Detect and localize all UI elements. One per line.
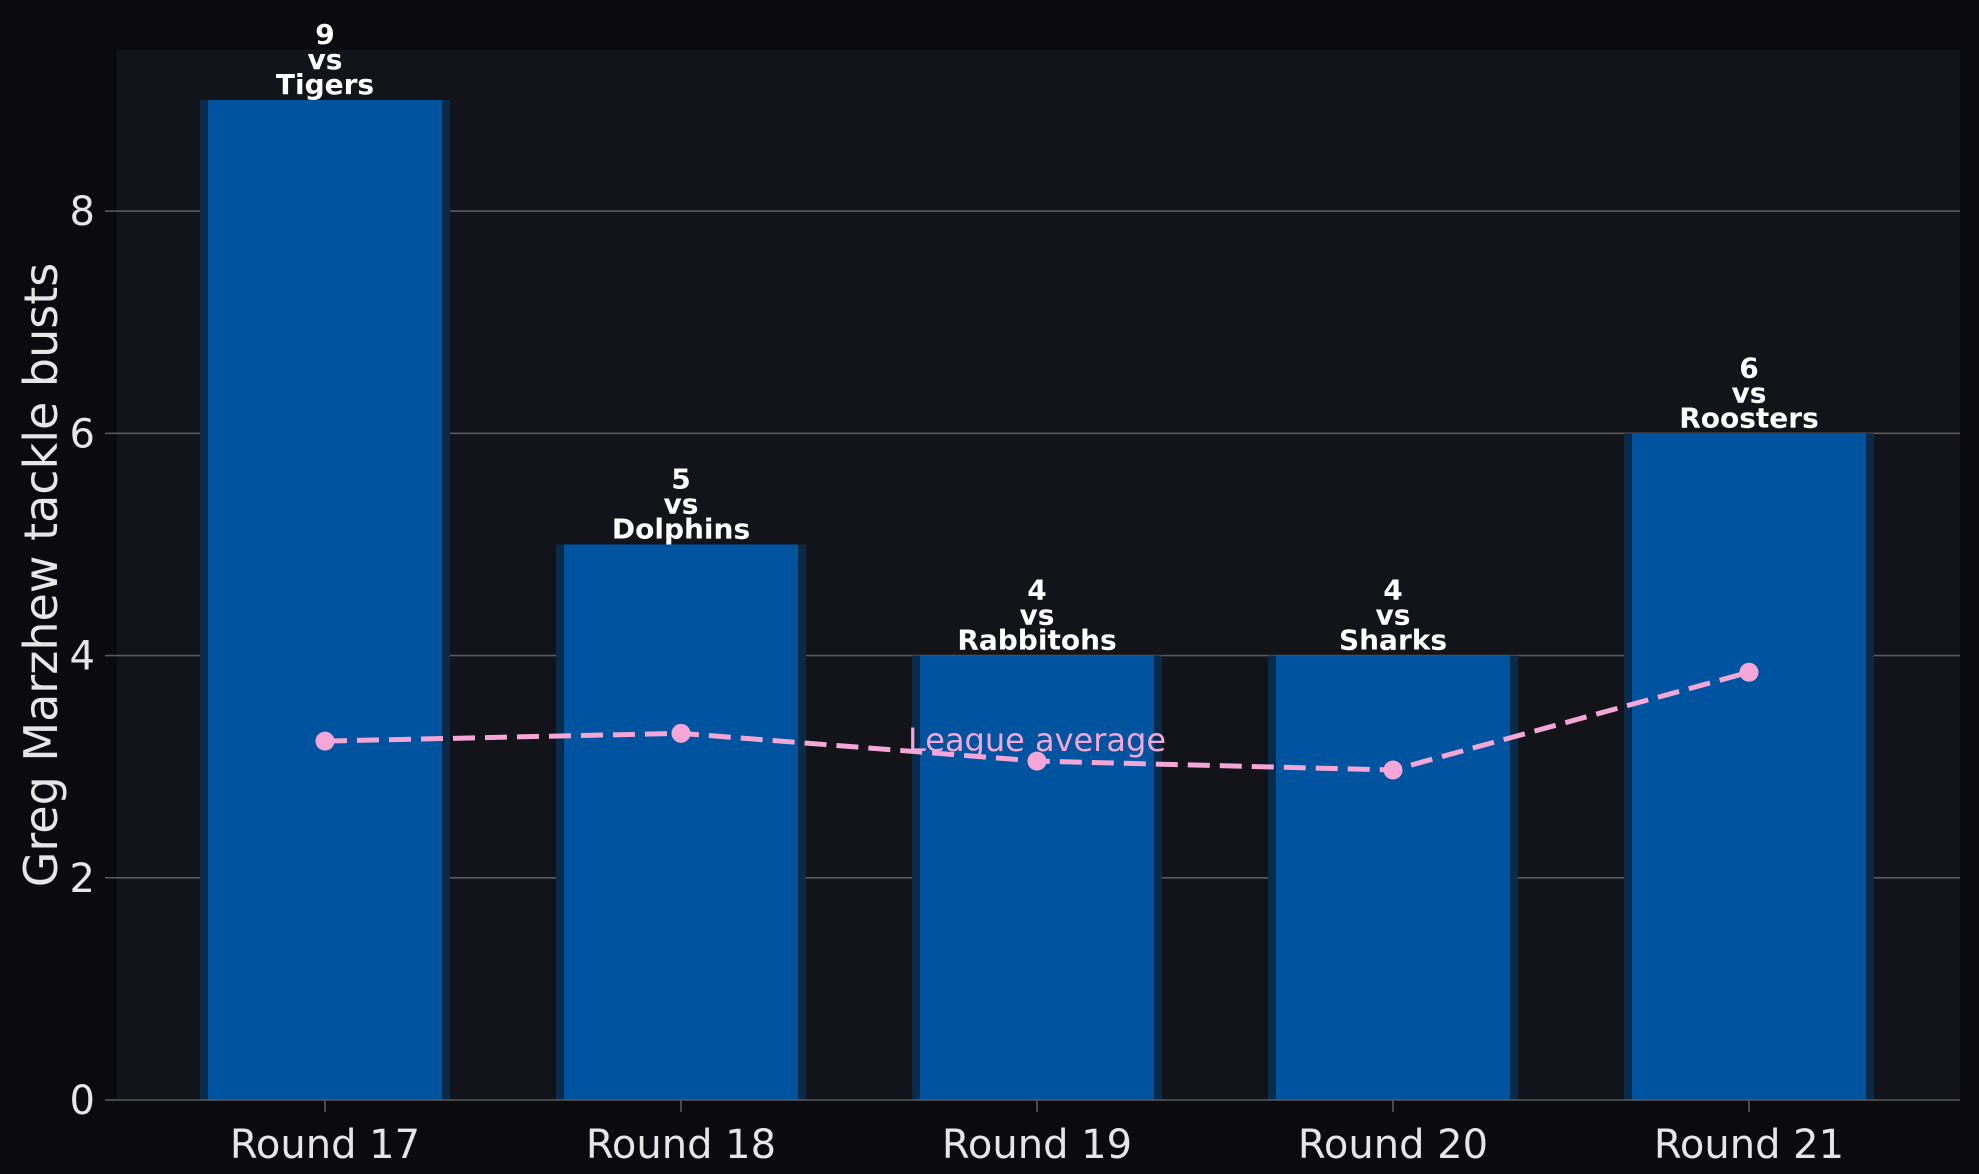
bar xyxy=(208,100,442,1100)
bar-value-label: 4 xyxy=(1027,574,1046,607)
y-tick-label: 6 xyxy=(70,411,95,457)
bar-vs-label: vs xyxy=(664,487,699,520)
bar-vs-label: vs xyxy=(308,43,343,76)
league-average-point xyxy=(315,731,335,751)
bar-vs-label: vs xyxy=(1020,599,1055,632)
league-average-label: League average xyxy=(908,721,1166,759)
y-tick-label: 8 xyxy=(70,189,95,235)
bar-value-label: 6 xyxy=(1739,351,1758,384)
bar-labels: 9vsTigers5vsDolphins4vsRabbitohs4vsShark… xyxy=(276,18,1819,657)
bar-value-label: 4 xyxy=(1383,574,1402,607)
bar-vs-label: vs xyxy=(1376,599,1411,632)
bar-opponent-label: Tigers xyxy=(276,68,374,101)
y-tick-label: 2 xyxy=(70,856,95,902)
x-tick-label: Round 21 xyxy=(1654,1122,1844,1168)
y-tick-label: 4 xyxy=(70,634,95,680)
bar-opponent-label: Sharks xyxy=(1339,624,1447,657)
bar xyxy=(564,544,798,1100)
bar-value-label: 5 xyxy=(671,462,690,495)
league-average-point xyxy=(1739,662,1759,682)
axes: 0 2 4 6 8 Round 17 Round 18 Round 19 Round 20 Rou… xyxy=(70,189,1960,1168)
bar-value-label: 9 xyxy=(315,18,334,51)
bar xyxy=(1632,433,1866,1100)
league-average-point xyxy=(1027,751,1047,771)
x-tick-label: Round 18 xyxy=(586,1122,776,1168)
y-tick-label: 0 xyxy=(70,1078,95,1124)
x-tick-label: Round 20 xyxy=(1298,1122,1488,1168)
bars xyxy=(200,100,1874,1100)
y-axis-label: Greg Marzhew tackle busts xyxy=(14,263,68,887)
league-average-point xyxy=(1383,760,1403,780)
bar-vs-label: vs xyxy=(1732,376,1767,409)
bar-opponent-label: Roosters xyxy=(1679,401,1819,434)
league-average-point xyxy=(671,723,691,743)
bar-opponent-label: Rabbitohs xyxy=(957,624,1116,657)
x-tick-label: Round 17 xyxy=(230,1122,420,1168)
bar xyxy=(1276,655,1510,1100)
x-tick-label: Round 19 xyxy=(942,1122,1132,1168)
bar xyxy=(920,655,1154,1100)
league-average-series: League average xyxy=(315,662,1759,780)
bar-opponent-label: Dolphins xyxy=(612,512,750,545)
